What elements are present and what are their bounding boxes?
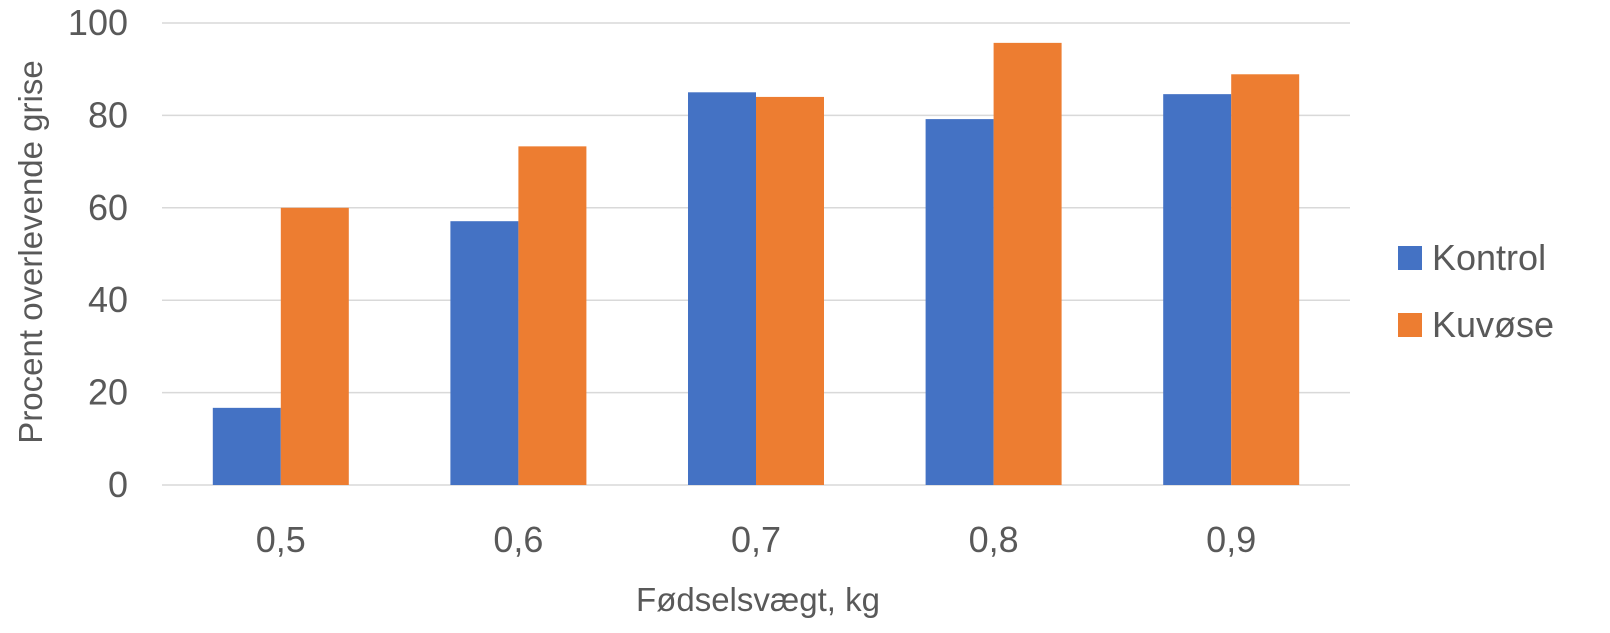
- bar-kontrol-0-5: [212, 407, 281, 485]
- bar-kuvøse-0-6: [518, 146, 587, 485]
- legend: Kontrol Kuvøse: [1398, 237, 1554, 345]
- y-tick-label: 100: [68, 2, 128, 43]
- bar-kuvøse-0-9: [1231, 74, 1300, 486]
- bar-kontrol-0-9: [1163, 94, 1232, 485]
- y-axis-title: Procent overlevende grise: [12, 60, 49, 443]
- bar-kuvøse-0-5: [280, 207, 349, 486]
- bar-kuvøse-0-7: [756, 96, 824, 486]
- x-axis-title: Fødselsvægt, kg: [636, 581, 880, 618]
- x-tick-label: 0,6: [493, 519, 543, 560]
- legend-swatch: [1398, 313, 1422, 337]
- x-tick-label: 0,5: [256, 519, 306, 560]
- x-axis-tick-labels: 0,5 0,6 0,7 0,8 0,9: [256, 519, 1256, 560]
- x-tick-label: 0,7: [731, 519, 781, 560]
- x-tick-label: 0,9: [1206, 519, 1256, 560]
- y-tick-label: 20: [88, 372, 128, 413]
- bars: [212, 42, 1300, 486]
- legend-label: Kuvøse: [1432, 304, 1554, 345]
- x-tick-label: 0,8: [969, 519, 1019, 560]
- y-axis-tick-labels: 0 20 40 60 80 100: [68, 2, 128, 505]
- y-tick-label: 80: [88, 94, 128, 135]
- bar-kontrol-0-6: [450, 221, 519, 485]
- legend-label: Kontrol: [1432, 237, 1546, 278]
- bar-kontrol-0-8: [925, 119, 994, 485]
- y-tick-label: 60: [88, 187, 128, 228]
- bar-kontrol-0-7: [688, 92, 756, 486]
- bar-kuvøse-0-8: [993, 42, 1062, 486]
- legend-swatch: [1398, 246, 1422, 270]
- y-tick-label: 0: [108, 464, 128, 505]
- y-tick-label: 40: [88, 279, 128, 320]
